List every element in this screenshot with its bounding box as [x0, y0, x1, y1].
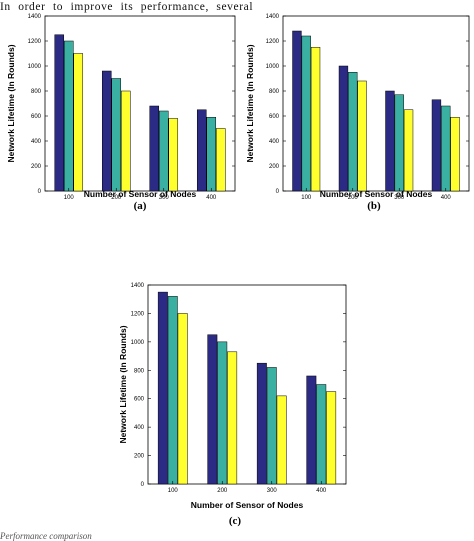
bar-series-2-300 — [394, 94, 404, 192]
bar-series-2-200 — [111, 78, 122, 192]
y-tick-label: 400 — [269, 139, 280, 145]
y-axis-label: Network Lifetime (In Rounds) — [118, 325, 128, 443]
bar-series-1-400 — [196, 109, 207, 192]
x-axis-label: Number of Sensor of Nodes — [320, 189, 433, 199]
x-tick-label: 400 — [206, 195, 217, 201]
x-tick-label: 200 — [348, 195, 359, 201]
bar-series-2-100 — [63, 40, 74, 192]
bar-series-1-300 — [385, 90, 395, 192]
bar-series-1-100 — [292, 30, 302, 192]
bar-series-1-200 — [207, 334, 218, 485]
bar-series-3-100 — [310, 47, 321, 192]
x-tick-label: 300 — [159, 195, 170, 201]
y-tick-label: 400 — [134, 425, 145, 431]
y-axis-label: Network Lifetime (In Rounds) — [245, 44, 255, 162]
chart-c: 0 200 400 600 800 1000 1200 1400 100 200 300 400 Num… — [118, 283, 347, 527]
x-axis-label: Number of Sensor of Nodes — [84, 189, 197, 199]
bar-series-1-100 — [54, 34, 65, 192]
bar-series-3-300 — [168, 118, 179, 192]
x-tick-label: 100 — [168, 488, 179, 494]
y-tick-label: 600 — [269, 114, 280, 120]
bar-series-2-300 — [158, 110, 169, 192]
bar-series-1-200 — [338, 65, 349, 192]
y-tick-label: 800 — [134, 368, 145, 374]
bar-series-3-300 — [276, 395, 287, 485]
bar-series-1-200 — [101, 70, 112, 192]
y-tick-label: 0 — [276, 189, 280, 195]
chart-b: 0 200 400 600 800 1000 1200 1400 100 200 300 400 Num… — [245, 14, 470, 212]
y-tick-label: 1400 — [266, 14, 280, 20]
bar-series-2-100 — [167, 296, 178, 485]
x-tick-label: 200 — [217, 488, 228, 494]
x-tick-label: 300 — [267, 488, 278, 494]
y-tick-label: 1400 — [131, 283, 145, 289]
bar-series-3-200 — [120, 90, 131, 192]
bar-series-2-100 — [301, 35, 311, 192]
body-text-bottom: Performance comparison — [0, 531, 92, 541]
bar-series-2-400 — [441, 105, 451, 192]
bar-series-1-300 — [149, 105, 160, 192]
figure-caption: (c) — [229, 515, 242, 527]
y-tick-label: 800 — [269, 89, 280, 95]
x-tick-label: 100 — [64, 195, 75, 201]
y-axis-label: Network Lifetime (In Rounds) — [6, 44, 16, 162]
y-tick-label: 1200 — [266, 39, 280, 45]
x-tick-label: 200 — [111, 195, 122, 201]
bar-series-3-300 — [403, 109, 414, 192]
bar-series-3-200 — [227, 351, 238, 485]
y-tick-label: 800 — [31, 89, 42, 95]
y-tick-label: 1000 — [28, 64, 42, 70]
bar-series-1-400 — [431, 99, 442, 192]
bar-series-2-400 — [316, 384, 327, 485]
y-tick-label: 1200 — [28, 39, 42, 45]
y-tick-label: 200 — [134, 454, 145, 460]
x-tick-label: 400 — [316, 488, 327, 494]
y-tick-label: 1000 — [266, 64, 280, 70]
x-tick-label: 300 — [394, 195, 405, 201]
y-tick-label: 600 — [31, 114, 42, 120]
y-tick-label: 0 — [141, 482, 145, 488]
bar-series-3-400 — [450, 117, 460, 192]
x-axis-label: Number of Sensor of Nodes — [191, 500, 304, 510]
y-tick-label: 1200 — [131, 311, 145, 317]
bar-series-3-400 — [326, 391, 337, 485]
bar-series-3-100 — [177, 313, 188, 485]
x-tick-label: 100 — [301, 195, 312, 201]
figure-caption: (a) — [134, 200, 147, 212]
bar-series-1-100 — [157, 291, 168, 485]
body-text-top: In order to improve its performance, sev… — [0, 1, 254, 13]
bar-series-3-200 — [357, 80, 367, 192]
x-tick-label: 400 — [441, 195, 452, 201]
y-tick-label: 200 — [31, 164, 42, 170]
y-tick-label: 0 — [38, 189, 42, 195]
y-tick-label: 1000 — [131, 340, 145, 346]
bar-series-2-200 — [348, 72, 358, 192]
bar-series-1-300 — [256, 362, 267, 485]
y-tick-label: 200 — [269, 164, 280, 170]
y-tick-label: 600 — [134, 397, 145, 403]
bar-series-2-200 — [217, 341, 228, 485]
figure-caption: (b) — [367, 200, 381, 212]
chart-a: 0 200 400 600 800 1000 1200 1400 100 200 300 400 Num… — [6, 14, 236, 212]
bar-series-2-300 — [266, 367, 277, 485]
y-tick-label: 400 — [31, 139, 42, 145]
y-tick-label: 1400 — [28, 14, 42, 20]
bar-series-3-100 — [73, 53, 84, 192]
bar-series-3-400 — [215, 128, 226, 192]
bar-series-1-400 — [306, 375, 317, 485]
bar-series-2-400 — [206, 117, 217, 192]
